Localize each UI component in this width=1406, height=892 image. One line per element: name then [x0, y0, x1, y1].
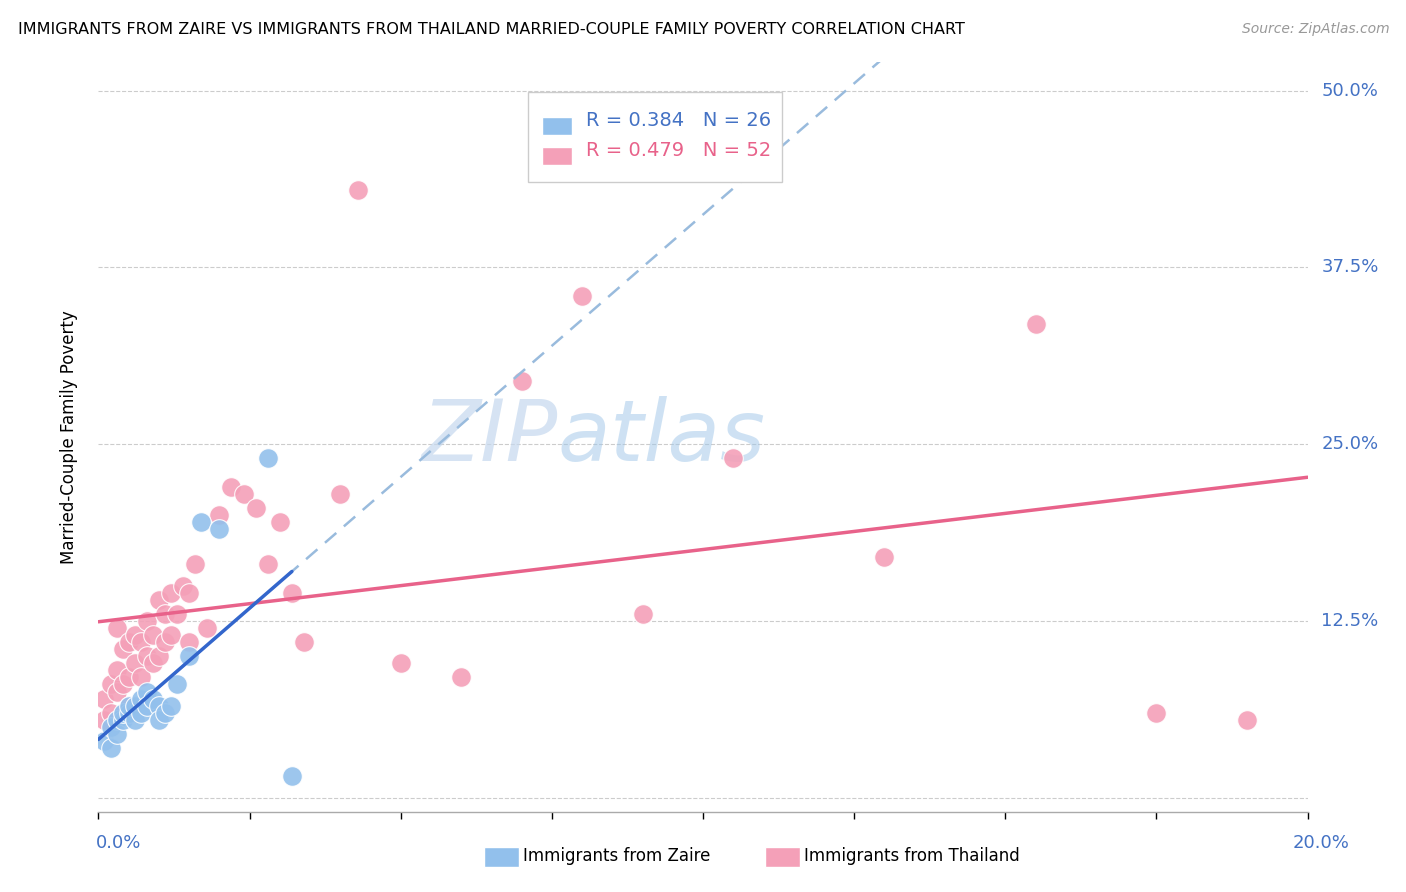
Point [208, 522, 231, 536]
Point [105, 664, 128, 678]
Point [124, 628, 146, 642]
Point [124, 657, 146, 671]
Point [111, 642, 134, 657]
Text: Immigrants from Thailand: Immigrants from Thailand [804, 847, 1019, 865]
Point [281, 769, 304, 783]
Point [148, 713, 170, 727]
Bar [543, 146, 572, 165]
Point [93, 691, 115, 706]
Point [195, 621, 218, 635]
Text: 0.0%: 0.0% [96, 834, 141, 852]
Point [208, 508, 231, 522]
Point [160, 585, 183, 599]
Point [179, 585, 201, 599]
Point [129, 635, 152, 649]
Point [329, 486, 352, 500]
Point [292, 635, 315, 649]
Point [1236, 713, 1258, 727]
Point [172, 578, 194, 592]
Point [142, 657, 165, 671]
Point [1024, 317, 1046, 331]
Point [100, 706, 122, 720]
Point [631, 607, 654, 621]
Point [135, 649, 157, 664]
Point [129, 706, 152, 720]
Point [135, 684, 157, 698]
Point [281, 585, 304, 599]
Point [111, 677, 134, 691]
Point [1144, 706, 1167, 720]
Point [256, 451, 278, 466]
Text: R = 0.384   N = 26: R = 0.384 N = 26 [586, 112, 770, 130]
Text: 20.0%: 20.0% [1294, 834, 1350, 852]
Point [245, 500, 267, 515]
Text: Immigrants from Zaire: Immigrants from Zaire [523, 847, 710, 865]
Point [124, 713, 146, 727]
Point [148, 649, 170, 664]
Point [166, 677, 188, 691]
Point [105, 713, 128, 727]
Text: atlas: atlas [558, 395, 766, 479]
Point [129, 691, 152, 706]
Text: 50.0%: 50.0% [1322, 82, 1378, 100]
Text: 37.5%: 37.5% [1322, 259, 1379, 277]
Point [179, 635, 201, 649]
Point [118, 698, 141, 713]
Point [124, 698, 146, 713]
Text: 25.0%: 25.0% [1322, 435, 1379, 453]
FancyBboxPatch shape [527, 93, 782, 182]
Point [148, 698, 170, 713]
Bar [543, 117, 572, 136]
Point [221, 479, 243, 493]
Point [571, 289, 593, 303]
Text: ZIP: ZIP [422, 395, 558, 479]
Point [100, 720, 122, 734]
Point [184, 558, 207, 572]
Point [129, 670, 152, 684]
Point [142, 628, 165, 642]
Point [160, 628, 183, 642]
Text: Source: ZipAtlas.com: Source: ZipAtlas.com [1241, 22, 1389, 37]
Point [142, 691, 165, 706]
Point [510, 374, 533, 388]
Point [153, 635, 176, 649]
Point [179, 649, 201, 664]
Point [347, 183, 370, 197]
Point [190, 515, 212, 529]
Point [105, 684, 128, 698]
Point [100, 677, 122, 691]
Point [118, 635, 141, 649]
Point [118, 670, 141, 684]
Point [135, 614, 157, 628]
Point [450, 670, 472, 684]
Point [100, 741, 122, 756]
Point [135, 698, 157, 713]
Point [93, 734, 115, 748]
Point [232, 486, 254, 500]
Point [111, 706, 134, 720]
Point [160, 698, 183, 713]
Text: 12.5%: 12.5% [1322, 612, 1379, 630]
Point [166, 607, 188, 621]
Point [118, 698, 141, 713]
Point [148, 592, 170, 607]
Y-axis label: Married-Couple Family Poverty: Married-Couple Family Poverty [59, 310, 77, 564]
Text: R = 0.479   N = 52: R = 0.479 N = 52 [586, 141, 770, 161]
Text: IMMIGRANTS FROM ZAIRE VS IMMIGRANTS FROM THAILAND MARRIED-COUPLE FAMILY POVERTY : IMMIGRANTS FROM ZAIRE VS IMMIGRANTS FROM… [18, 22, 965, 37]
Point [723, 451, 745, 466]
Point [105, 727, 128, 741]
Point [389, 657, 412, 671]
Point [256, 558, 278, 572]
Point [153, 607, 176, 621]
Point [93, 713, 115, 727]
Point [269, 515, 291, 529]
Point [118, 706, 141, 720]
Point [153, 706, 176, 720]
Point [873, 550, 896, 565]
Point [105, 621, 128, 635]
Point [111, 713, 134, 727]
